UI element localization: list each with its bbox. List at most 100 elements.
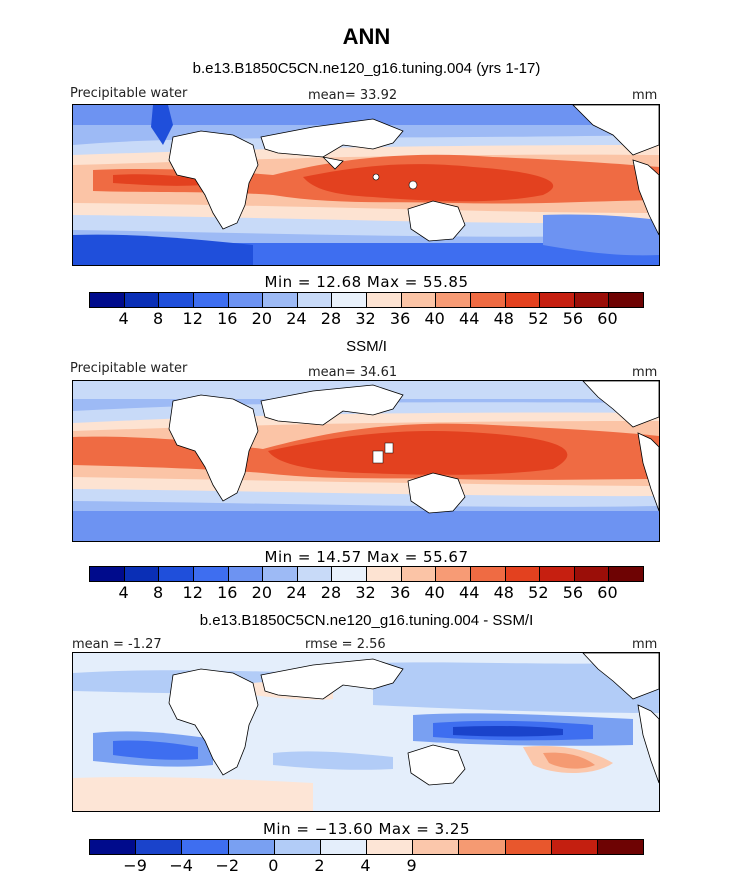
panel2-colorbar-swatch xyxy=(470,567,506,581)
panel3-minmax: Min = −13.60 Max = 3.25 xyxy=(262,820,470,838)
panel2-colorbar-swatch xyxy=(540,567,575,581)
panel1-colorbar-swatch xyxy=(470,293,506,307)
panel2-colorbar-swatch xyxy=(193,567,229,581)
panel2-colorbar-swatch xyxy=(609,567,643,581)
panel1-colorbar-swatch xyxy=(193,293,229,307)
panel1-colorbar-swatch xyxy=(609,293,643,307)
panel3-colorbar-swatch xyxy=(90,840,137,854)
panel1-colorbar-swatch xyxy=(540,293,575,307)
panel2-subtitle: SSM/I xyxy=(346,338,387,355)
panel2-colorbar-tick-label: 20 xyxy=(251,583,272,602)
panel3-colorbar-swatch xyxy=(459,840,506,854)
panel2-colorbar-tick-label: 60 xyxy=(597,583,618,602)
panel3-colorbar-swatch xyxy=(413,840,460,854)
panel1-colorbar-swatch xyxy=(505,293,541,307)
panel3-colorbar-swatch xyxy=(597,840,644,854)
panel3-colorbar-tick-label: 2 xyxy=(314,856,325,875)
panel2-colorbar-swatch xyxy=(574,567,610,581)
panel1-mean-label: mean= 33.92 xyxy=(308,88,398,103)
panel3-colorbar-tick-label: −9 xyxy=(123,856,147,875)
panel1-colorbar-swatch xyxy=(90,293,125,307)
panel1-colorbar-tick-label: 28 xyxy=(320,309,342,328)
panel2-colorbar-swatch xyxy=(505,567,541,581)
panel1-colorbar-tick-label: 8 xyxy=(153,309,164,328)
panel2-colorbar-swatch xyxy=(332,567,367,581)
panel2-colorbar-tick-label: 56 xyxy=(562,583,584,602)
panel1-colorbar-tick-label: 24 xyxy=(286,309,307,328)
panel3-colorbar-tick-label: 9 xyxy=(406,856,417,875)
panel2-colorbar-ticks: 4 8 12 16 20 24 28 32 36 40 44 48 52 56 60 xyxy=(89,583,642,602)
panel2-colorbar-swatch xyxy=(263,567,298,581)
panel2-colorbar-swatch xyxy=(436,567,471,581)
panel2-colorbar-tick-label: 12 xyxy=(182,583,203,602)
panel2-colorbar-tick-label: 24 xyxy=(286,583,307,602)
panel2-colorbar-swatch xyxy=(228,567,264,581)
panel2-map-field xyxy=(73,381,659,541)
panel3-subtitle: b.e13.B1850C5CN.ne120_g16.tuning.004 - S… xyxy=(199,612,534,629)
panel1-colorbar-ticks: 4 8 12 16 20 24 28 32 36 40 44 48 52 56 60 xyxy=(89,309,642,328)
panel2-map xyxy=(72,380,660,542)
panel1-colorbar xyxy=(89,292,644,308)
panel1-minmax: Min = 12.68 Max = 55.85 xyxy=(264,273,469,291)
panel1-colorbar-swatch xyxy=(401,293,437,307)
panel1-colorbar-swatch xyxy=(159,293,194,307)
panel1-colorbar-swatch xyxy=(124,293,160,307)
panel1-colorbar-tick-label: 56 xyxy=(562,309,584,328)
panel3-map xyxy=(72,652,660,812)
panel3-map-field xyxy=(73,653,659,811)
panel2-colorbar-swatch xyxy=(90,567,125,581)
panel3-colorbar-swatch xyxy=(367,840,414,854)
panel3-colorbar-swatch xyxy=(228,840,275,854)
panel1-colorbar-tick-label: 40 xyxy=(424,309,445,328)
panel1-variable-label: Precipitable water xyxy=(70,86,188,101)
panel3-colorbar-swatch xyxy=(505,840,552,854)
panel2-colorbar-swatch xyxy=(367,567,402,581)
panel1-map xyxy=(72,104,660,266)
panel3-colorbar-swatch xyxy=(274,840,321,854)
panel1-colorbar-tick-label: 12 xyxy=(182,309,203,328)
panel1-colorbar-swatch xyxy=(228,293,264,307)
panel2-colorbar-tick-label: 36 xyxy=(389,583,411,602)
panel3-colorbar-swatch xyxy=(136,840,183,854)
panel1-map-field xyxy=(73,105,659,265)
panel2-colorbar xyxy=(89,566,644,582)
panel2-colorbar-swatch xyxy=(297,567,333,581)
panel2-colorbar-swatch xyxy=(401,567,437,581)
panel1-colorbar-swatch xyxy=(367,293,402,307)
panel3-colorbar-swatch xyxy=(320,840,368,854)
panel3-colorbar-tick-label: 4 xyxy=(360,856,371,875)
panel2-colorbar-tick-label: 48 xyxy=(493,583,514,602)
panel1-subtitle: b.e13.B1850C5CN.ne120_g16.tuning.004 (yr… xyxy=(192,60,541,77)
panel2-colorbar-tick-label: 40 xyxy=(424,583,445,602)
panel2-mean-label: mean= 34.61 xyxy=(308,365,398,380)
panel3-colorbar-tick-label: −2 xyxy=(215,856,240,875)
panel1-colorbar-swatch xyxy=(297,293,333,307)
panel3-colorbar-tick-label: 0 xyxy=(268,856,279,875)
panel3-units-label: mm xyxy=(632,637,658,652)
panel1-colorbar-swatch xyxy=(332,293,367,307)
panel2-variable-label: Precipitable water xyxy=(70,361,188,376)
panel1-colorbar-tick-label: 52 xyxy=(528,309,549,328)
panel1-colorbar-swatch xyxy=(436,293,471,307)
panel2-colorbar-swatch xyxy=(159,567,194,581)
figure-title: ANN xyxy=(342,24,391,49)
panel2-colorbar-tick-label: 32 xyxy=(355,583,376,602)
panel2-colorbar-tick-label: 44 xyxy=(459,583,480,602)
panel3-colorbar xyxy=(89,839,644,855)
panel2-colorbar-tick-label: 4 xyxy=(118,583,129,602)
panel1-colorbar-tick-label: 60 xyxy=(597,309,618,328)
panel1-colorbar-tick-label: 44 xyxy=(459,309,480,328)
panel3-colorbar-ticks: −9 −4 −2 0 2 4 9 xyxy=(89,856,642,875)
panel3-colorbar-swatch xyxy=(551,840,598,854)
panel3-mean-label: mean = -1.27 xyxy=(72,637,162,652)
panel2-colorbar-tick-label: 52 xyxy=(528,583,549,602)
panel1-colorbar-tick-label: 36 xyxy=(389,309,411,328)
panel3-rmse-label: rmse = 2.56 xyxy=(305,637,386,652)
panel2-units-label: mm xyxy=(632,365,658,380)
panel2-colorbar-tick-label: 8 xyxy=(153,583,164,602)
panel1-colorbar-swatch xyxy=(263,293,298,307)
panel1-colorbar-tick-label: 16 xyxy=(217,309,238,328)
panel3-colorbar-swatch xyxy=(182,840,229,854)
panel1-colorbar-swatch xyxy=(574,293,610,307)
panel1-colorbar-tick-label: 20 xyxy=(251,309,272,328)
